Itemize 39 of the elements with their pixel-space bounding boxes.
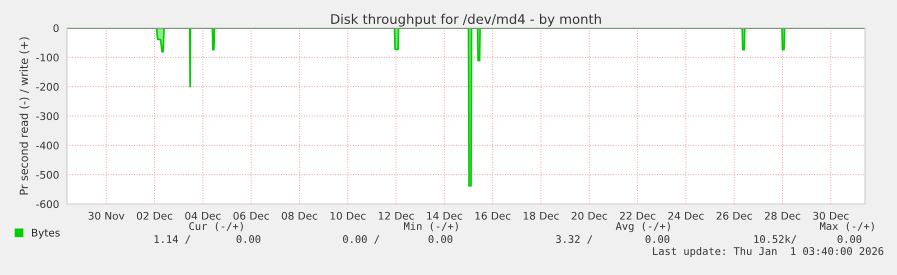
- text: 0.00: [646, 235, 670, 244]
- x-tick-label: 26 Dec: [716, 212, 752, 220]
- text: Min (-/+): [404, 222, 458, 232]
- chart-title: Disk throughput for /dev/md4 - by month: [331, 14, 601, 27]
- y-tick-label: -100: [36, 54, 59, 62]
- y-axis-title: Pr second read (-) / write (+): [19, 37, 30, 195]
- x-tick-label: 16 Dec: [475, 212, 510, 220]
- text: 1.14 /: [154, 235, 190, 244]
- text: 0.00: [236, 235, 260, 244]
- y-tick-label: -300: [36, 112, 59, 120]
- x-tick-label: 24 Dec: [668, 212, 704, 220]
- text: 10.52k/: [754, 234, 796, 244]
- x-tick-label: 10 Dec: [330, 212, 366, 220]
- text: Last update: Thu Jan 1 03:40:00 2026: [653, 246, 884, 258]
- text: Avg (-/+): [616, 222, 670, 232]
- text: 3.32 /: [556, 235, 592, 244]
- x-tick-label: 04 Dec: [185, 212, 221, 220]
- x-tick-label: 30 Dec: [813, 212, 848, 220]
- y-tick-label: 0: [53, 24, 59, 32]
- text: Cur (-/+): [189, 222, 243, 232]
- y-tick-label: -600: [36, 200, 59, 208]
- y-tick-label: -500: [36, 170, 59, 179]
- x-tick-label: 30 Nov: [88, 212, 124, 220]
- text: 0.00: [428, 235, 452, 244]
- text: 0.00 /: [343, 235, 380, 244]
- y-tick-label: -200: [36, 82, 59, 91]
- x-tick-label: 14 Dec: [427, 212, 462, 220]
- y-tick-label: -400: [36, 142, 59, 150]
- text: Max (-/+): [820, 222, 874, 232]
- text: 0.00: [838, 235, 862, 244]
- x-tick-label: 02 Dec: [136, 212, 172, 220]
- x-tick-label: 06 Dec: [233, 212, 269, 220]
- x-tick-label: 12 Dec: [378, 212, 414, 220]
- x-tick-label: 28 Dec: [764, 212, 800, 220]
- x-tick-label: 18 Dec: [524, 212, 559, 220]
- x-tick-label: 22 Dec: [620, 212, 656, 220]
- x-tick-label: 20 Dec: [572, 212, 607, 220]
- legend-label: Bytes: [32, 228, 60, 239]
- x-tick-label: 08 Dec: [282, 212, 318, 220]
